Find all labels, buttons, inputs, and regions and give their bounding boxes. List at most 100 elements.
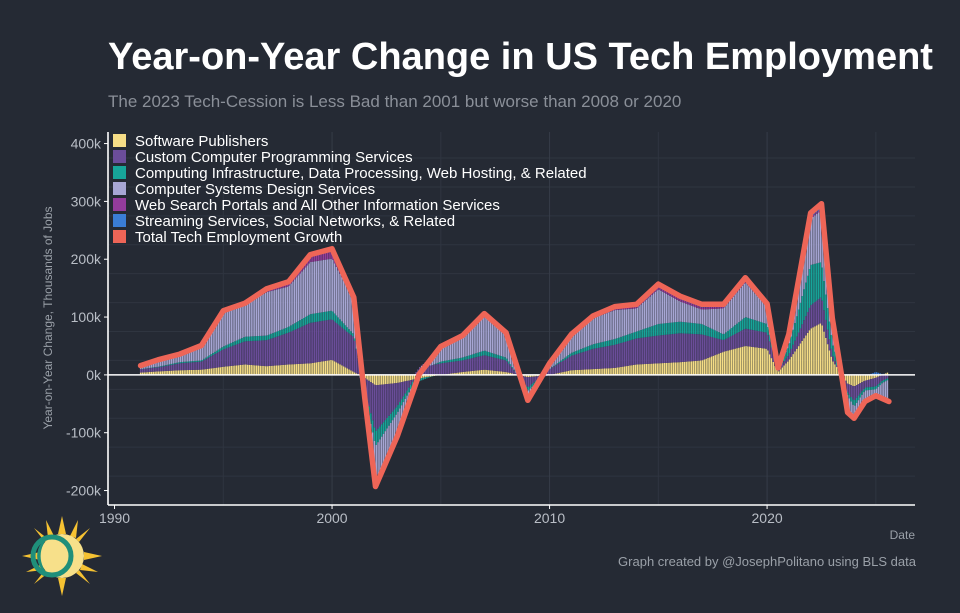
bar-segment — [819, 262, 822, 298]
bar-segment — [696, 334, 698, 361]
bar-segment — [145, 368, 147, 373]
bar-segment — [377, 442, 379, 476]
bar-segment — [681, 302, 684, 322]
bar-segment — [404, 374, 406, 382]
bar-segment — [881, 375, 883, 381]
bar-segment — [687, 322, 689, 334]
bar-segment — [264, 366, 267, 375]
bar-segment — [631, 339, 633, 366]
x-tick-label: 2020 — [752, 510, 783, 526]
bar-segment — [473, 357, 475, 371]
bar-segment — [163, 365, 165, 367]
bar-segment — [879, 382, 881, 386]
bar-segment — [319, 312, 321, 322]
bar-segment — [313, 322, 316, 363]
bar-segment — [187, 362, 189, 371]
bar-segment — [687, 361, 689, 375]
bar-segment — [636, 338, 639, 365]
bar-segment — [707, 357, 709, 375]
bar-segment — [596, 343, 599, 349]
bar-segment — [286, 286, 289, 328]
bar-segment — [475, 357, 477, 371]
legend-swatch — [113, 150, 126, 163]
bar-segment — [823, 331, 825, 375]
bar-segment — [694, 360, 697, 375]
bar-segment — [743, 283, 745, 318]
bar-segment — [268, 291, 271, 335]
bar-segment — [408, 374, 410, 381]
bar-segment — [721, 352, 724, 375]
bar-segment — [491, 357, 493, 371]
bar-segment — [321, 361, 323, 375]
bar-segment — [747, 329, 749, 347]
bar-segment — [663, 362, 666, 375]
bar-segment — [857, 384, 860, 396]
bar-segment — [464, 371, 466, 375]
bar-segment — [143, 368, 145, 373]
bar-segment — [234, 308, 236, 342]
bar-segment — [391, 374, 394, 384]
bar-segment — [444, 345, 446, 361]
bar-segment — [388, 425, 390, 452]
bar-segment — [723, 333, 726, 340]
bar-segment — [609, 340, 611, 346]
bar-segment — [366, 379, 368, 400]
bar-segment — [440, 346, 443, 362]
bar-segment — [663, 290, 666, 293]
bar-segment — [651, 336, 653, 364]
bar-segment — [770, 358, 773, 375]
bar-segment — [303, 363, 305, 375]
bar-segment — [410, 384, 412, 390]
bar-segment — [756, 295, 758, 321]
bar-segment — [794, 323, 796, 341]
bar-segment — [431, 365, 434, 375]
bar-segment — [634, 306, 637, 309]
bar-segment — [616, 309, 619, 339]
bar-segment — [163, 371, 165, 375]
y-axis-label: Year-on-Year Change, Thousands of Jobs — [41, 206, 55, 429]
bar-segment — [792, 329, 794, 345]
bar-segment — [832, 356, 834, 362]
bar-segment — [852, 404, 854, 415]
bar-segment — [698, 308, 700, 324]
bar-segment — [665, 293, 668, 324]
bar-segment — [667, 334, 669, 363]
bar-segment — [794, 340, 796, 352]
bar-segment — [685, 303, 687, 323]
bar-segment — [299, 363, 301, 375]
bar-segment — [257, 340, 260, 366]
bar-segment — [560, 362, 562, 373]
bar-segment — [286, 364, 289, 375]
bar-segment — [154, 371, 156, 375]
bar-segment — [308, 323, 310, 364]
bar-segment — [863, 392, 865, 401]
bar-segment — [176, 354, 178, 363]
bar-segment — [642, 329, 644, 338]
bar-segment — [477, 322, 479, 353]
bar-segment — [404, 398, 406, 412]
bar-segment — [462, 336, 464, 358]
bar-segment — [468, 355, 470, 359]
bar-segment — [159, 366, 162, 372]
bar-segment — [623, 366, 626, 375]
bar-segment — [846, 392, 849, 396]
bar-segment — [696, 305, 698, 308]
bar-segment — [243, 305, 245, 338]
bar-segment — [627, 340, 629, 366]
bar-segment — [344, 367, 347, 375]
bar-segment — [638, 364, 640, 375]
bar-segment — [471, 327, 474, 355]
bar-segment — [696, 307, 698, 324]
bar-segment — [652, 363, 655, 375]
bar-segment — [319, 260, 321, 313]
bar-segment — [681, 361, 684, 375]
bar-segment — [620, 366, 622, 375]
bar-segment — [250, 301, 252, 337]
bar-segment — [866, 374, 869, 380]
bar-segment — [206, 356, 209, 359]
bar-segment — [335, 266, 338, 316]
bar-segment — [564, 343, 566, 358]
bar-segment — [805, 335, 807, 375]
bar-segment — [678, 298, 680, 301]
bar-segment — [174, 364, 176, 371]
